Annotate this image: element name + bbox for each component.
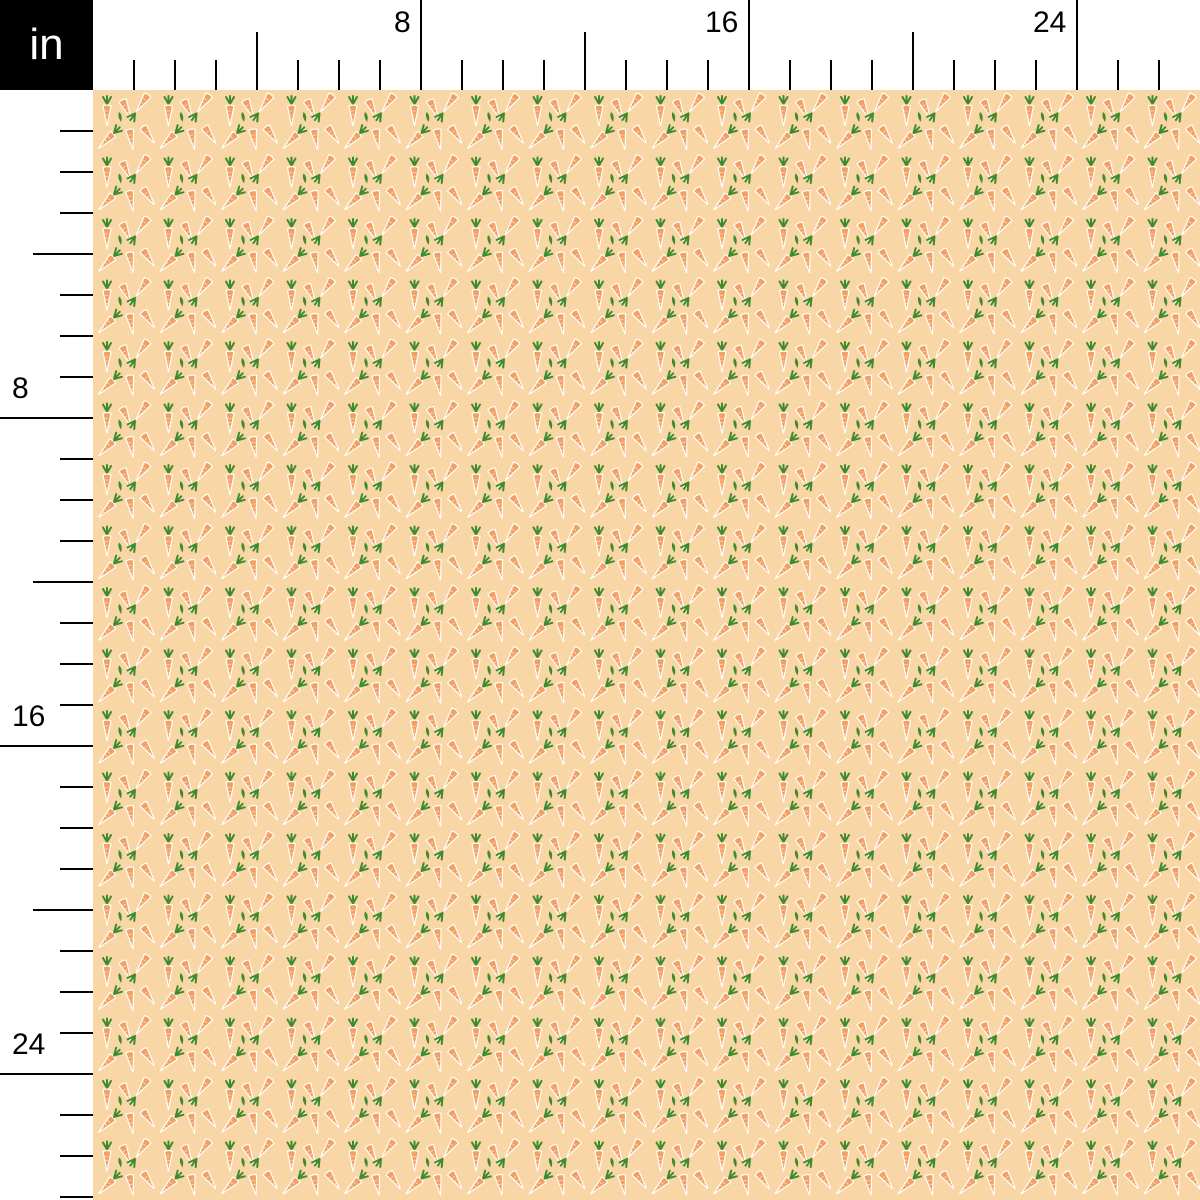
unit-label: in	[0, 0, 93, 90]
left-ruler-label: 16	[12, 700, 46, 733]
fabric-swatch	[93, 90, 1200, 1200]
top-ruler-label: 16	[705, 6, 739, 39]
top-ruler-label: 24	[1033, 6, 1067, 39]
top-ruler-label: 8	[394, 6, 411, 39]
left-ruler-label: 8	[12, 372, 29, 405]
left-ruler-label: 24	[12, 1028, 46, 1061]
